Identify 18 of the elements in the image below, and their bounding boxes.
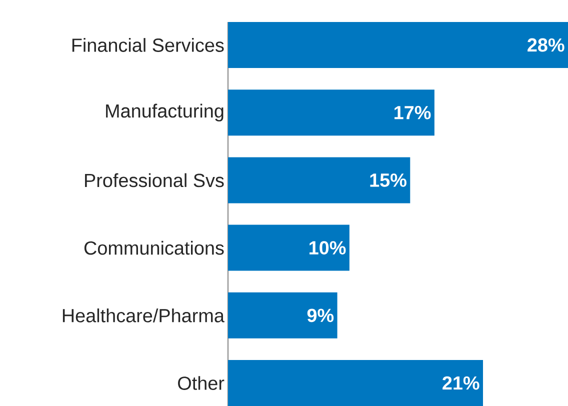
bar bbox=[228, 90, 434, 136]
bar bbox=[228, 292, 338, 338]
data-label: 15% bbox=[370, 174, 406, 187]
data-label: 10% bbox=[310, 241, 346, 255]
bar bbox=[228, 224, 350, 271]
y-tick-label: Professional Svs bbox=[85, 173, 224, 188]
y-tick-label: Communications bbox=[84, 240, 224, 255]
y-tick-label: Other bbox=[178, 376, 224, 390]
bar bbox=[228, 360, 483, 406]
bar bbox=[228, 157, 410, 204]
data-label: 28% bbox=[528, 38, 564, 52]
data-label: 21% bbox=[442, 376, 480, 390]
data-label: 9% bbox=[307, 308, 334, 322]
data-label: 17% bbox=[394, 106, 431, 120]
y-tick-label: Manufacturing bbox=[106, 104, 224, 122]
y-tick-label: Healthcare/Pharma bbox=[62, 308, 224, 322]
y-tick-label: Financial Services bbox=[72, 38, 224, 52]
bar bbox=[228, 22, 568, 68]
